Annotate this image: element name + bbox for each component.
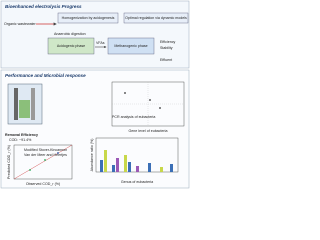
homogenization-label: Homogenization by acidogenesis: [62, 16, 115, 20]
regulation-label: Optimal regulation via dynamic models: [125, 16, 187, 20]
input-label: Organic wastewater: [4, 22, 37, 26]
bars: [100, 150, 173, 172]
fit-frame: [13, 144, 73, 180]
process-panel: [0, 0, 190, 69]
methanogenic-label: Methanogenic phase: [114, 44, 147, 48]
digestion-label: Anaerobic digestion: [54, 32, 86, 36]
vfas-label: VFAs: [96, 41, 105, 45]
pca-point: [124, 92, 126, 94]
bar-x-label: Genus of eubacteria: [121, 180, 153, 184]
fit-y-label: Predicted COD_r (%): [7, 145, 11, 179]
model-1: Modified Stover-Kincannon: [24, 148, 67, 152]
pca-point: [159, 107, 161, 109]
acidogenic-box: [47, 37, 95, 55]
methanogenic-box: [107, 37, 155, 55]
electrode: [14, 88, 18, 120]
stability-label: Stability: [160, 46, 173, 50]
graphical-abstract: Bioenhanced electrolysis Progress Organi…: [0, 0, 190, 189]
homogenization-box: [57, 12, 119, 24]
acidogenic-label: Acidogenic phase: [57, 44, 85, 48]
electrode: [31, 88, 35, 120]
efficiency-label: Efficiency: [160, 40, 176, 44]
effluent-label: Effluent: [160, 58, 172, 62]
removal-label: Removal Efficiency: [5, 133, 38, 137]
performance-title: Performance and Microbial response: [5, 73, 86, 78]
pca-axis-label: Gene level of eubacteria: [129, 129, 168, 133]
bar-y-label: Abundance ratio (%): [90, 139, 94, 172]
removal-value: COD: ~91.4%: [9, 138, 32, 142]
regulation-box: [123, 12, 189, 24]
fit-point: [57, 152, 59, 154]
process-title: Bioenhanced electrolysis Progress: [5, 4, 82, 9]
fit-point: [29, 169, 31, 171]
fit-line: [13, 144, 73, 180]
fit-point: [44, 159, 46, 161]
pca-point: [149, 99, 151, 101]
fit-x-label: Observed COD_r (%): [26, 182, 60, 186]
sludge: [19, 100, 30, 118]
pca-title: PCR analysis of eubacteria: [112, 115, 155, 119]
model-2: Van der Meer and Heertjes: [24, 153, 67, 157]
